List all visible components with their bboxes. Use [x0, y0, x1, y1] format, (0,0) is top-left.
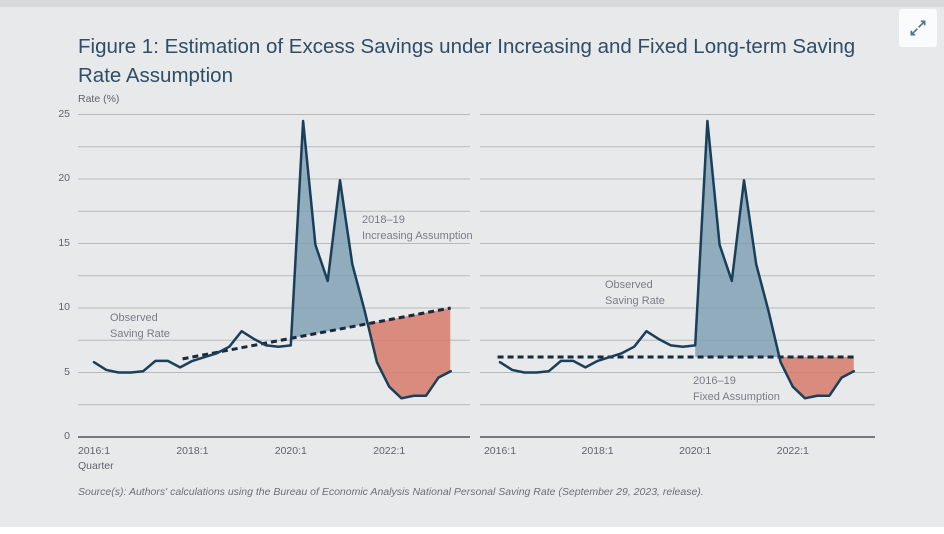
- x-axis-title: Quarter: [78, 460, 114, 472]
- y-tick-label: 25: [58, 107, 70, 120]
- assumption-trend-line: [182, 306, 451, 361]
- increasing-assumption-label: 2018–19 Increasing Assumption: [362, 212, 473, 244]
- x-tick-label: 2018:1: [581, 445, 614, 457]
- annotation-line: Increasing Assumption: [362, 230, 473, 242]
- figure-title: Figure 1: Estimation of Excess Savings u…: [78, 35, 856, 87]
- expand-diagonal-arrows-icon: [908, 18, 928, 38]
- chart-card-background: [0, 7, 944, 527]
- y-tick-label: 10: [58, 301, 70, 313]
- observed-saving-rate-label-right: Observed Saving Rate: [605, 277, 665, 309]
- fixed-assumption-label: 2016–19 Fixed Assumption: [693, 373, 780, 405]
- x-tick-label: 2020:1: [274, 445, 307, 457]
- annotation-line: Fixed Assumption: [693, 391, 780, 403]
- observed-saving-rate-label-left: Observed Saving Rate: [110, 310, 170, 342]
- observed-saving-rate-line: [92, 119, 452, 400]
- annotation-line: Saving Rate: [110, 328, 170, 340]
- dissaving-area: [367, 308, 451, 399]
- annotation-line: Saving Rate: [605, 295, 665, 307]
- dissaving-area: [779, 357, 854, 399]
- source-note: Source(s): Authors' calculations using t…: [78, 486, 704, 498]
- x-tick-label: 2022:1: [776, 445, 809, 457]
- y-tick-label: 15: [58, 236, 70, 249]
- page-top-strip: [0, 0, 944, 7]
- expand-button[interactable]: [899, 9, 937, 47]
- annotation-line: Observed: [110, 312, 158, 324]
- x-tick-label: 2016:1: [483, 445, 517, 457]
- y-axis-title: Rate (%): [78, 93, 120, 105]
- observed-saving-rate-line: [498, 119, 856, 400]
- x-tick-label: 2020:1: [679, 445, 712, 457]
- excess-savings-area: [291, 122, 368, 339]
- y-tick-label: 0: [64, 430, 70, 442]
- y-tick-label: 5: [64, 365, 70, 378]
- y-tick-label: 20: [58, 172, 70, 184]
- x-tick-label: 2018:1: [176, 445, 209, 457]
- annotation-line: 2018–19: [362, 214, 405, 226]
- annotation-line: 2016–19: [693, 375, 736, 387]
- x-tick-label: 2022:1: [373, 445, 406, 457]
- x-tick-label: 2016:1: [77, 445, 111, 457]
- annotation-line: Observed: [605, 279, 653, 291]
